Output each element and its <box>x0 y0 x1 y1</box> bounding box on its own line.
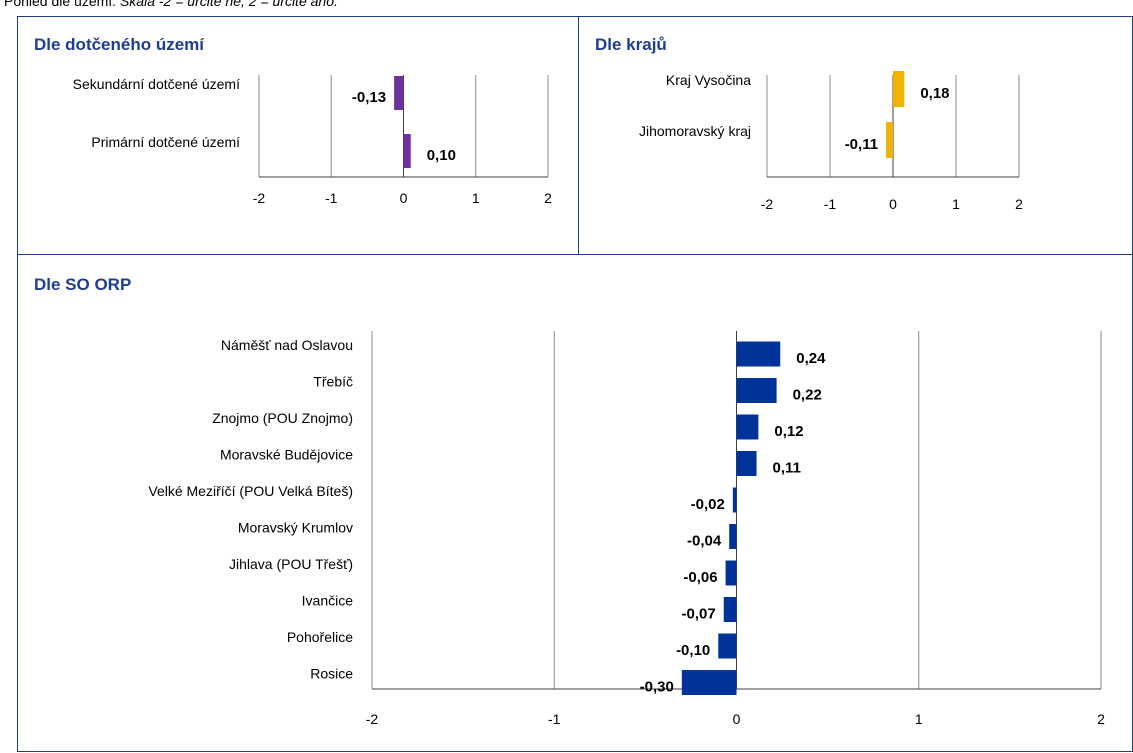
chart-so-orp: -2 -1 0 1 2 Náměšť nad Oslavou 0,24 Třebíč 0,22 Z… <box>148 331 1105 727</box>
chart-regions: -2 -1 0 1 2 Kraj Vysočina 0,18 Jihomoravský kra… <box>639 71 1023 212</box>
x-tick-label: -2 <box>366 711 379 727</box>
category-label: Znojmo (POU Znojmo) <box>212 410 353 426</box>
bar <box>729 524 737 549</box>
bar <box>725 560 737 586</box>
chart-affected-area: -2 -1 0 1 2 Sekundární dotčené území -0,13 Prim… <box>73 75 552 206</box>
category-label: Velké Meziříčí (POU Velká Bíteš) <box>148 483 353 499</box>
data-label: -0,06 <box>683 569 717 586</box>
category-label: Náměšť nad Oslavou <box>221 337 353 353</box>
x-tick-label: -1 <box>548 711 561 727</box>
data-label: -0,02 <box>691 496 725 513</box>
bar <box>394 76 404 110</box>
bar <box>403 134 411 168</box>
caption-scale-note: Škála -2 = určitě ne, 2 = určitě ano. <box>119 0 338 9</box>
bar <box>736 451 757 476</box>
x-tick-label: 2 <box>1015 196 1023 212</box>
x-tick-label: 1 <box>952 196 960 212</box>
data-label: 0,18 <box>920 85 949 102</box>
bar <box>736 341 781 367</box>
data-label: 0,11 <box>773 460 801 477</box>
category-label: Moravské Budějovice <box>220 447 353 463</box>
caption-prefix: Pohled dle území: <box>4 0 120 9</box>
category-label: Rosice <box>310 666 353 682</box>
category-label: Kraj Vysočina <box>666 72 751 88</box>
x-tick-label: -1 <box>824 196 837 212</box>
x-tick-label: 2 <box>1097 711 1105 727</box>
bar <box>893 71 905 107</box>
x-tick-label: 0 <box>733 711 741 727</box>
data-label: -0,10 <box>676 642 710 659</box>
category-label: Sekundární dotčené území <box>73 76 240 92</box>
data-label: 0,22 <box>793 387 822 404</box>
category-label: Ivančice <box>302 593 354 609</box>
bar <box>718 633 737 659</box>
category-label: Jihomoravský kraj <box>639 123 751 139</box>
panel-regions: Dle krajů -2 -1 0 1 2 Kraj Vysočina 0,18 Jihomo… <box>578 16 1133 256</box>
data-label: -0,07 <box>682 606 716 623</box>
panel-title-affected-area: Dle dotčeného území <box>34 35 205 54</box>
category-label: Moravský Krumlov <box>238 520 353 536</box>
x-tick-label: 0 <box>889 196 897 212</box>
data-label: 0,12 <box>774 423 803 440</box>
bar <box>736 378 777 403</box>
data-label: -0,30 <box>640 679 674 696</box>
data-label: 0,10 <box>427 147 456 164</box>
bar <box>732 487 737 513</box>
panel-affected-area: Dle dotčeného území -2 -1 0 1 2 Sekundární do… <box>17 16 580 256</box>
bar <box>723 597 737 622</box>
bar <box>736 414 759 440</box>
panel-title-regions: Dle krajů <box>595 35 667 54</box>
x-tick-label: 1 <box>915 711 923 727</box>
x-tick-label: 2 <box>544 190 552 206</box>
page-caption: Pohled dle území: Škála -2 = určitě ne, … <box>4 0 338 9</box>
category-label: Pohořelice <box>287 629 353 645</box>
x-tick-label: 1 <box>472 190 480 206</box>
category-label: Jihlava (POU Třešť) <box>229 556 353 572</box>
data-label: -0,13 <box>352 89 386 106</box>
panel-title-so-orp: Dle SO ORP <box>34 275 132 294</box>
data-label: -0,04 <box>687 533 722 550</box>
bar <box>681 670 737 695</box>
x-tick-label: -2 <box>761 196 774 212</box>
category-label: Třebíč <box>313 374 353 390</box>
x-tick-label: -1 <box>325 190 338 206</box>
data-label: 0,24 <box>796 350 826 367</box>
panel-so-orp: Dle SO ORP -2 -1 0 1 2 Náměšť nad Oslavou 0,24… <box>17 254 1133 752</box>
x-tick-label: 0 <box>400 190 408 206</box>
x-tick-label: -2 <box>253 190 266 206</box>
data-label: -0,11 <box>845 136 878 153</box>
category-label: Primární dotčené území <box>91 134 240 150</box>
bar <box>886 122 893 158</box>
